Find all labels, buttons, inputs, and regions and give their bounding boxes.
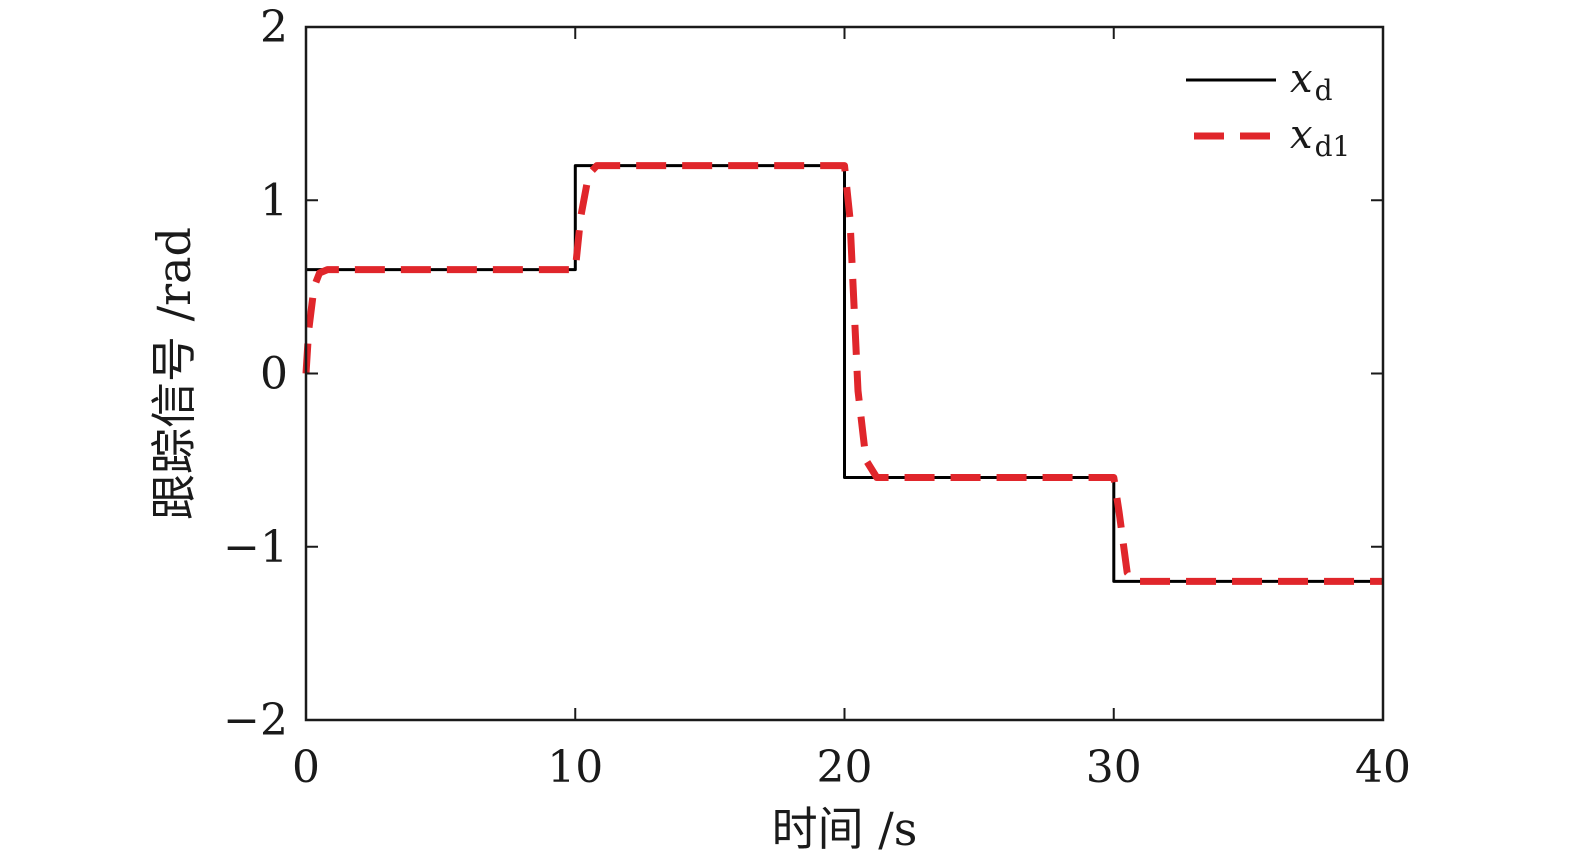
y-axis-label: 跟踪信号 /rad [147, 227, 201, 520]
axis-ticks [305, 26, 1384, 721]
legend-label: xd1 [1290, 112, 1350, 163]
legend-label-main: x [1290, 112, 1313, 158]
plot-lines [302, 162, 1383, 585]
y-tick-label: 2 [260, 2, 288, 53]
x-tick-label: 20 [817, 742, 873, 793]
x-tick-label: 0 [292, 742, 320, 793]
y-tick-label: −1 [223, 522, 288, 573]
x-tick-label: 40 [1355, 742, 1411, 793]
series-line-x-d [306, 164, 1383, 583]
x-tick-label: 30 [1086, 742, 1142, 793]
legend-label-subscript: d [1315, 74, 1333, 107]
y-tick-label: 0 [260, 349, 288, 400]
legend-label-subscript: d1 [1315, 130, 1351, 163]
y-tick-label: −2 [223, 695, 288, 746]
y-tick-label: 1 [260, 175, 288, 226]
legend-label: xd [1290, 56, 1333, 107]
series-line-x-d1 [302, 162, 1383, 585]
x-tick-label: 10 [547, 742, 603, 793]
x-axis-label: 时间 /s [772, 802, 918, 856]
legend-label-main: x [1290, 56, 1313, 102]
axis-tick-labels: 0 10 20 30 40 −2 −1 0 1 2 [223, 2, 1411, 793]
